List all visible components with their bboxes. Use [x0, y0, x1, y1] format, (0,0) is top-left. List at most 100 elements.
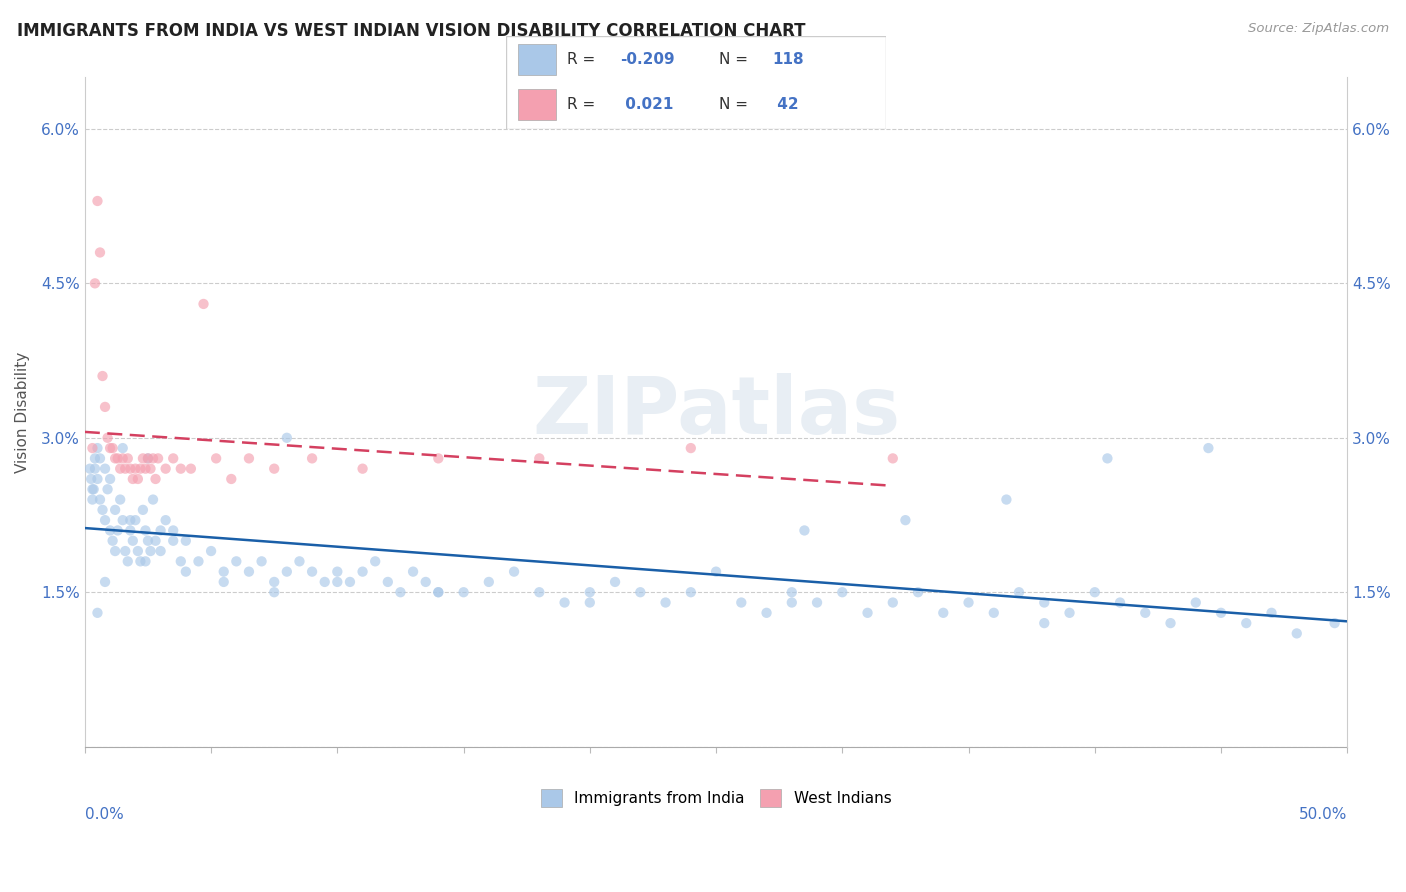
Point [238, 565, 260, 579]
Point [882, 595, 904, 609]
Text: 42: 42 [772, 96, 799, 112]
Y-axis label: Vision Disability: Vision Disability [15, 351, 30, 473]
Point [503, 565, 526, 579]
Point [111, 451, 134, 466]
Point [1084, 585, 1107, 599]
Point [89, 245, 111, 260]
Point [1323, 616, 1346, 631]
Point [86, 606, 108, 620]
Point [82, 441, 104, 455]
Legend: Immigrants from India, West Indians: Immigrants from India, West Indians [534, 783, 897, 813]
Point [107, 524, 129, 538]
Point [80, 472, 103, 486]
Point [162, 451, 184, 466]
Point [142, 492, 165, 507]
Point [129, 554, 152, 568]
Point [288, 554, 311, 568]
Text: 0.021: 0.021 [620, 96, 673, 112]
Point [170, 461, 193, 475]
Point [628, 585, 651, 599]
Point [1260, 606, 1282, 620]
Text: R =: R = [567, 52, 600, 67]
Point [114, 544, 136, 558]
Point [578, 595, 600, 609]
Point [1209, 606, 1232, 620]
Point [174, 533, 197, 548]
Point [882, 451, 904, 466]
Point [894, 513, 917, 527]
Point [104, 451, 127, 466]
Point [1109, 595, 1132, 609]
Point [82, 492, 104, 507]
Point [89, 451, 111, 466]
Point [104, 503, 127, 517]
Point [145, 533, 167, 548]
Point [238, 451, 260, 466]
Point [212, 565, 235, 579]
Text: -0.209: -0.209 [620, 52, 675, 67]
Point [82, 483, 104, 497]
Point [111, 513, 134, 527]
Point [755, 606, 778, 620]
Text: IMMIGRANTS FROM INDIA VS WEST INDIAN VISION DISABILITY CORRELATION CHART: IMMIGRANTS FROM INDIA VS WEST INDIAN VIS… [17, 22, 806, 40]
Point [134, 554, 156, 568]
Point [529, 451, 551, 466]
Point [212, 574, 235, 589]
Point [98, 441, 121, 455]
Point [957, 595, 980, 609]
Point [98, 472, 121, 486]
Point [1184, 595, 1206, 609]
FancyBboxPatch shape [517, 44, 555, 75]
Point [129, 461, 152, 475]
Point [136, 451, 159, 466]
Point [326, 574, 349, 589]
Point [263, 574, 285, 589]
Point [86, 472, 108, 486]
Point [780, 595, 803, 609]
Point [314, 574, 336, 589]
Text: N =: N = [718, 96, 752, 112]
Text: ZIPatlas: ZIPatlas [531, 373, 900, 451]
Point [111, 441, 134, 455]
Point [263, 461, 285, 475]
Point [793, 524, 815, 538]
Point [554, 595, 576, 609]
Point [174, 565, 197, 579]
Point [127, 544, 149, 558]
Point [127, 472, 149, 486]
Point [114, 461, 136, 475]
Point [149, 544, 172, 558]
Point [352, 461, 374, 475]
Point [704, 565, 727, 579]
Point [427, 585, 450, 599]
Point [453, 585, 475, 599]
Point [170, 554, 193, 568]
Point [107, 451, 129, 466]
Text: 118: 118 [772, 52, 803, 67]
Point [120, 524, 142, 538]
Point [139, 544, 162, 558]
Point [221, 472, 243, 486]
Point [120, 461, 142, 475]
Point [1097, 451, 1119, 466]
Point [121, 472, 143, 486]
Text: N =: N = [718, 52, 752, 67]
Point [200, 544, 222, 558]
Point [97, 483, 120, 497]
Point [654, 595, 676, 609]
Point [730, 595, 752, 609]
Point [1059, 606, 1081, 620]
Point [162, 524, 184, 538]
Point [94, 574, 117, 589]
Point [402, 565, 425, 579]
Point [578, 585, 600, 599]
Point [478, 574, 501, 589]
Point [132, 451, 155, 466]
Point [352, 565, 374, 579]
Point [364, 554, 387, 568]
Point [339, 574, 361, 589]
Point [79, 461, 101, 475]
FancyBboxPatch shape [506, 36, 886, 129]
FancyBboxPatch shape [517, 89, 555, 120]
Text: R =: R = [567, 96, 600, 112]
